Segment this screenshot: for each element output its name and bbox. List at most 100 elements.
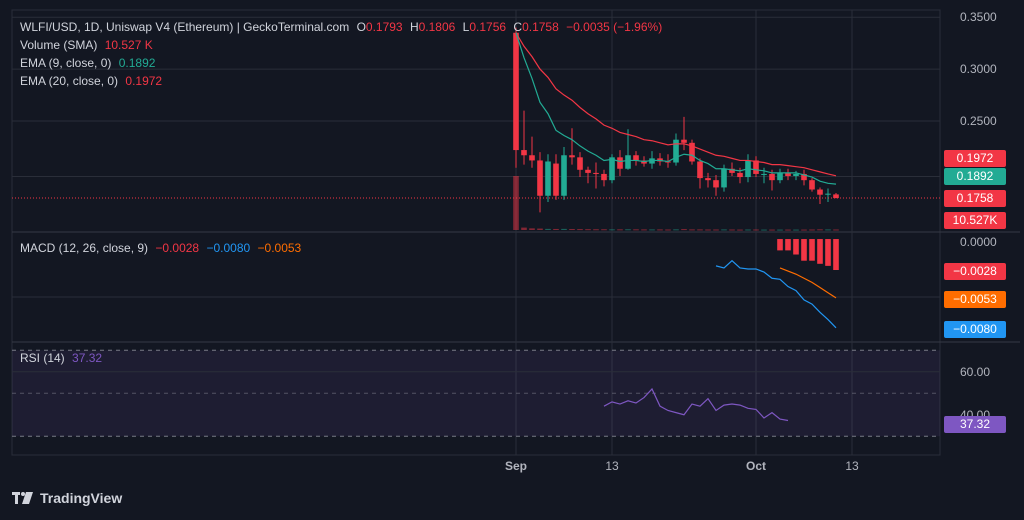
macd-line: [715, 259, 837, 329]
macd-hist-value: −0.0028: [155, 241, 200, 255]
volume-bar: [737, 229, 743, 231]
price-tag-bg: [944, 190, 1006, 207]
rsi-legend-label[interactable]: RSI (14): [20, 351, 65, 365]
candle-body: [753, 160, 759, 174]
macd-legend: MACD (12, 26, close, 9) −0.0028 −0.0080 …: [20, 239, 305, 257]
macd-tag-bg: [944, 291, 1006, 308]
ema20-legend-label[interactable]: EMA (20, close, 0): [20, 74, 119, 88]
volume-bar: [729, 229, 735, 231]
price-tag-bg: [944, 168, 1006, 185]
volume-tag-text: 10.527K: [953, 213, 998, 227]
candle-body: [689, 142, 695, 162]
macd-signal-line: [779, 267, 837, 299]
volume-bar: [777, 229, 783, 231]
candle-body: [697, 161, 703, 179]
close-value: 0.1758: [522, 20, 559, 34]
volume-bar: [665, 229, 671, 231]
candle-body: [817, 189, 823, 195]
volume-tag: 10.527K: [944, 212, 1006, 229]
volume-bar: [601, 229, 607, 231]
volume-bar: [585, 229, 591, 231]
candle-body: [521, 150, 527, 156]
macd-histogram-bar: [817, 239, 823, 264]
volume-bar: [721, 229, 727, 231]
macd-histogram-bar: [777, 239, 783, 251]
time-tick-label: Oct: [746, 459, 766, 473]
volume-bar: [753, 229, 759, 231]
rsi-tick-label: 60.00: [960, 365, 990, 379]
candle-body: [561, 155, 567, 196]
candle-body: [537, 160, 543, 196]
volume-bar: [817, 229, 823, 231]
volume-tag-bg: [944, 212, 1006, 229]
volume-bar: [769, 229, 775, 231]
candle-body: [569, 155, 575, 158]
rsi-tag-bg: [944, 416, 1006, 433]
tradingview-brand[interactable]: TradingView: [12, 490, 122, 506]
candle-body: [801, 173, 807, 181]
macd-histogram-bar: [793, 239, 799, 255]
macd-histogram-bar: [833, 239, 839, 270]
change-value: −0.0035 (−1.96%): [566, 20, 663, 34]
macd-tag-bg: [944, 321, 1006, 338]
candle-body: [777, 172, 783, 181]
candle-body: [617, 157, 623, 169]
candle-body: [585, 169, 591, 173]
candle-body: [825, 193, 831, 195]
volume-bar: [785, 229, 791, 231]
candle-body: [673, 139, 679, 163]
volume-bar: [569, 229, 575, 231]
volume-bar: [561, 228, 567, 230]
time-tick-label: Sep: [505, 459, 527, 473]
candle-body: [761, 173, 767, 175]
candle-body: [705, 178, 711, 181]
volume-bar: [809, 229, 815, 231]
main-legend: WLFI/USD, 1D, Uniswap V4 (Ethereum) | Ge…: [20, 18, 666, 90]
tradingview-logo-icon: [12, 492, 33, 504]
close-label: C: [513, 20, 523, 34]
volume-bar: [641, 229, 647, 231]
candle-body: [681, 139, 687, 143]
price-tick-label: 0.2500: [960, 114, 997, 128]
candle-body: [785, 172, 791, 177]
price-tag: 0.1892: [944, 168, 1006, 185]
candle-body: [545, 161, 551, 196]
rsi-legend-value: 37.32: [72, 351, 103, 365]
low-label: L: [462, 20, 470, 34]
volume-bar: [593, 229, 599, 231]
volume-legend-value: 10.527 K: [104, 38, 153, 52]
macd-tag: −0.0053: [944, 291, 1006, 308]
volume-bar: [793, 229, 799, 231]
price-tag-bg: [944, 150, 1006, 167]
high-value: 0.1806: [418, 20, 456, 34]
candle-body: [809, 180, 815, 190]
macd-tick-label: 0.0000: [960, 235, 997, 249]
macd-histogram-bar: [809, 239, 815, 261]
volume-legend-label[interactable]: Volume (SMA): [20, 38, 98, 52]
macd-line-value: −0.0080: [206, 241, 251, 255]
ema9-legend-label[interactable]: EMA (9, close, 0): [20, 56, 112, 70]
macd-tag-text: −0.0053: [953, 292, 997, 306]
price-tag-text: 0.1972: [957, 151, 994, 165]
price-tag-text: 0.1892: [957, 169, 994, 183]
volume-bar: [705, 229, 711, 231]
volume-bar: [713, 229, 719, 231]
volume-bar: [537, 228, 543, 230]
volume-bar: [697, 229, 703, 231]
time-tick-label: 13: [605, 459, 619, 473]
volume-bar: [689, 229, 695, 231]
candle-body: [721, 168, 727, 188]
rsi-legend: RSI (14) 37.32: [20, 349, 106, 367]
volume-bar: [833, 229, 839, 231]
macd-legend-label[interactable]: MACD (12, 26, close, 9): [20, 241, 149, 255]
ema20-legend-value: 0.1972: [125, 74, 163, 88]
open-value: 0.1793: [365, 20, 403, 34]
price-tick-label: 0.3500: [960, 10, 997, 24]
macd-histogram-bar: [785, 239, 791, 251]
volume-bar: [521, 227, 527, 230]
candle-body: [553, 163, 559, 196]
candle-body: [713, 180, 719, 188]
macd-tag: −0.0028: [944, 263, 1006, 280]
rsi-tag: 37.32: [944, 416, 1006, 433]
